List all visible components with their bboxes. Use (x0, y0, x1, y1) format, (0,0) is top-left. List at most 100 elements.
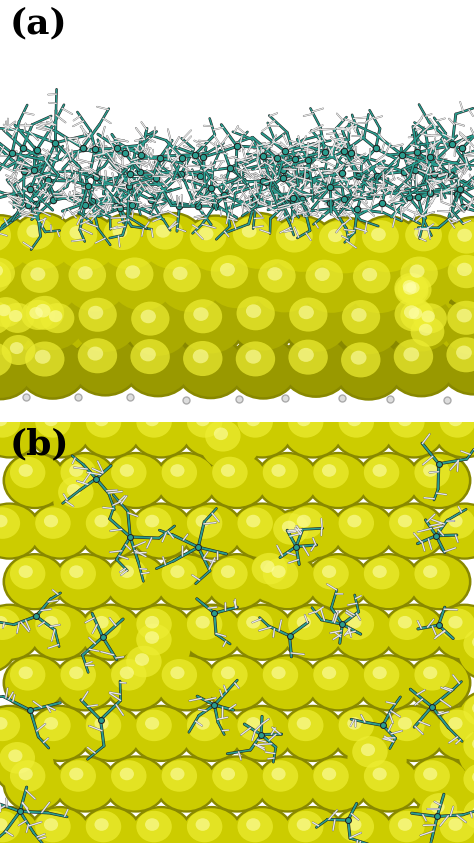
Circle shape (0, 737, 56, 794)
Circle shape (272, 768, 286, 781)
Circle shape (0, 336, 36, 400)
Circle shape (0, 811, 20, 842)
Circle shape (258, 260, 296, 293)
Circle shape (182, 707, 241, 760)
Circle shape (212, 760, 247, 792)
Circle shape (283, 606, 343, 658)
Circle shape (180, 502, 244, 560)
Circle shape (10, 659, 46, 690)
Circle shape (272, 464, 286, 477)
Circle shape (373, 464, 387, 477)
Circle shape (407, 452, 472, 509)
Circle shape (331, 705, 396, 762)
Circle shape (0, 619, 16, 672)
Circle shape (385, 334, 457, 397)
Circle shape (198, 415, 262, 472)
Circle shape (53, 553, 118, 610)
Circle shape (410, 317, 445, 346)
Circle shape (55, 556, 115, 608)
Circle shape (94, 717, 109, 730)
Circle shape (0, 330, 56, 385)
Circle shape (225, 212, 292, 271)
Circle shape (258, 454, 317, 507)
Circle shape (456, 759, 474, 816)
Circle shape (69, 258, 106, 292)
Circle shape (435, 808, 474, 843)
Circle shape (421, 310, 435, 323)
Circle shape (5, 657, 64, 709)
Circle shape (283, 505, 343, 557)
Circle shape (170, 667, 184, 679)
Circle shape (86, 406, 121, 438)
Circle shape (0, 295, 41, 345)
Circle shape (104, 452, 168, 509)
Circle shape (78, 338, 117, 373)
Circle shape (351, 308, 366, 322)
Circle shape (348, 257, 410, 313)
Circle shape (81, 707, 140, 760)
Circle shape (0, 606, 39, 658)
Circle shape (396, 298, 452, 348)
Circle shape (10, 457, 46, 488)
Circle shape (268, 511, 328, 563)
Circle shape (322, 464, 336, 477)
Circle shape (81, 505, 140, 557)
Circle shape (384, 606, 444, 658)
Circle shape (170, 566, 184, 578)
Circle shape (280, 334, 352, 398)
Circle shape (440, 507, 474, 539)
Circle shape (21, 293, 85, 350)
Circle shape (193, 308, 209, 321)
Circle shape (391, 270, 452, 325)
Circle shape (70, 226, 84, 239)
Circle shape (406, 282, 419, 293)
Circle shape (306, 260, 343, 293)
Circle shape (237, 507, 273, 539)
Circle shape (28, 604, 92, 661)
Circle shape (442, 298, 474, 355)
Circle shape (106, 454, 165, 507)
Circle shape (246, 515, 260, 528)
Circle shape (357, 217, 419, 272)
Circle shape (338, 710, 374, 741)
Circle shape (440, 710, 474, 741)
Circle shape (331, 604, 396, 661)
Circle shape (35, 811, 71, 842)
Circle shape (196, 616, 210, 629)
Circle shape (253, 256, 316, 313)
Circle shape (0, 707, 39, 760)
Circle shape (409, 301, 465, 352)
Circle shape (99, 215, 160, 270)
Circle shape (20, 339, 86, 397)
Circle shape (443, 252, 474, 308)
Circle shape (78, 604, 143, 661)
Circle shape (190, 219, 227, 252)
Circle shape (81, 606, 140, 658)
Circle shape (458, 760, 474, 813)
Circle shape (439, 296, 474, 357)
Circle shape (0, 406, 20, 438)
Circle shape (237, 710, 273, 741)
Circle shape (12, 214, 74, 269)
Circle shape (230, 339, 296, 397)
Circle shape (353, 260, 391, 293)
Circle shape (162, 457, 197, 488)
Circle shape (359, 758, 419, 810)
Circle shape (30, 505, 90, 557)
Circle shape (35, 350, 51, 364)
Circle shape (53, 213, 119, 272)
Circle shape (81, 404, 140, 456)
Circle shape (61, 253, 129, 314)
Circle shape (417, 791, 474, 843)
Circle shape (258, 556, 317, 608)
Circle shape (69, 566, 83, 578)
Circle shape (246, 304, 261, 318)
Circle shape (0, 257, 31, 313)
Circle shape (135, 653, 149, 666)
Circle shape (129, 604, 193, 661)
Circle shape (0, 710, 20, 741)
Circle shape (28, 806, 92, 843)
Circle shape (141, 309, 156, 323)
Text: (b): (b) (9, 427, 69, 462)
Circle shape (472, 636, 474, 648)
